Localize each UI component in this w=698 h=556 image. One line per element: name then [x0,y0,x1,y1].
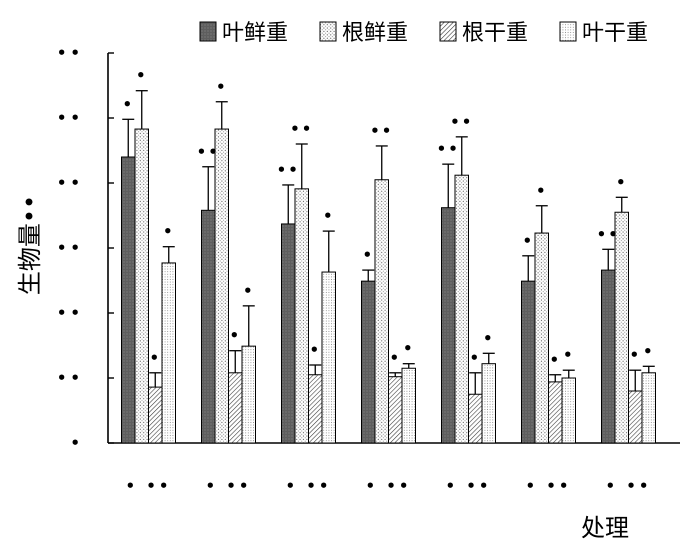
legend-label: 叶鲜重 [222,21,288,46]
y-tick-label: •• [57,174,84,192]
significance-label: •• [290,120,313,138]
legend-swatch [439,21,457,42]
y-axis-label: 生物量•• [16,195,44,295]
legend-item: 叶鲜重 [199,21,288,46]
bar-series-1-group-2 [201,209,216,444]
significance-label: • [643,342,655,360]
significance-label: • [243,282,255,300]
bar-series-3-group-3 [308,374,323,444]
significance-label: • [389,349,401,367]
bar-series-4-group-1 [161,262,176,444]
bar-series-3-group-7 [628,390,643,444]
x-category-label: • •• [206,477,252,495]
bar-series-2-group-5 [454,174,469,444]
legend-item: 叶干重 [559,21,648,46]
significance-label: • [629,346,641,364]
significance-label: • [362,246,374,264]
bars [121,90,656,444]
bar-series-2-group-4 [374,179,389,444]
x-category-label: • •• [286,477,332,495]
bar-series-4-group-4 [401,367,416,444]
legend-swatch [319,21,337,42]
bar-series-1-group-3 [281,223,296,444]
significance-label: • [216,78,228,96]
significance-label: • [323,207,335,225]
significance-label: • [616,173,628,191]
y-tick-label: •• [57,44,84,62]
bar-series-1-group-6 [521,280,536,444]
significance-label: •• [370,122,393,140]
x-category-label: • •• [526,477,572,495]
bar-series-1-group-5 [441,207,456,444]
y-tick-label: •• [57,369,84,387]
bar-series-1-group-1 [121,156,136,444]
axes: •••••••••••••• •• • •• • •• • •• • •• • •• • •… [57,44,680,495]
y-tick-label: •• [57,109,84,127]
bar-series-3-group-5 [468,393,483,444]
significance-label: • [536,182,548,200]
x-category-label: • •• [126,477,172,495]
significance-label: • [149,349,161,367]
significance-label: •• [197,143,220,161]
significance-label: •• [437,140,460,158]
legend-item: 根鲜重 [319,21,408,46]
significance-label: • [469,349,481,367]
bar-series-4-group-2 [241,345,256,444]
significance-label: • [163,223,175,241]
significance-label: • [403,340,415,358]
bar-series-2-group-2 [214,128,229,444]
bar-series-2-group-3 [294,188,309,444]
bar-series-4-group-7 [641,372,656,444]
bar-series-2-group-6 [534,232,549,444]
legend-item: 根干重 [439,21,528,46]
x-category-label: • •• [366,477,412,495]
bar-series-1-group-7 [601,269,616,444]
legend-label: 根干重 [462,21,528,46]
significance-label: • [549,351,561,369]
legend-label: 叶干重 [582,21,648,46]
significance-labels: ••••••••••••••••••••••••••••• ••••• • [122,67,655,369]
legend-swatch [199,21,217,42]
bar-series-1-group-4 [361,280,376,444]
bar-series-4-group-3 [321,271,336,444]
significance-label: •• [450,113,473,131]
y-tick-label: •• [57,304,84,322]
x-axis-label: 处理 [581,514,629,542]
x-category-label: • •• [446,477,492,495]
legend: 叶鲜重 根鲜重 根干重 叶干重 [199,21,648,46]
significance-label: • [522,232,534,250]
y-tick-label: •• [57,239,84,257]
bar-series-4-group-6 [561,377,576,444]
y-tick-label: • [70,434,84,452]
significance-label: • [563,346,575,364]
x-category-label: • •• [606,477,652,495]
significance-label: • [122,95,134,113]
bar-series-3-group-6 [548,381,563,444]
significance-label: •• [597,225,620,243]
bar-series-3-group-4 [388,376,403,444]
significance-label: • [309,341,321,359]
legend-swatch [559,21,577,42]
bar-series-4-group-5 [481,363,496,444]
significance-label: • [483,329,495,347]
bar-series-3-group-1 [148,386,163,444]
bar-series-3-group-2 [228,372,243,444]
legend-label: 根鲜重 [342,21,408,46]
significance-label: •• [277,161,300,179]
bar-series-2-group-1 [134,128,149,444]
significance-label: • [136,67,148,85]
bar-series-2-group-7 [614,211,629,444]
significance-label: • [229,327,241,345]
